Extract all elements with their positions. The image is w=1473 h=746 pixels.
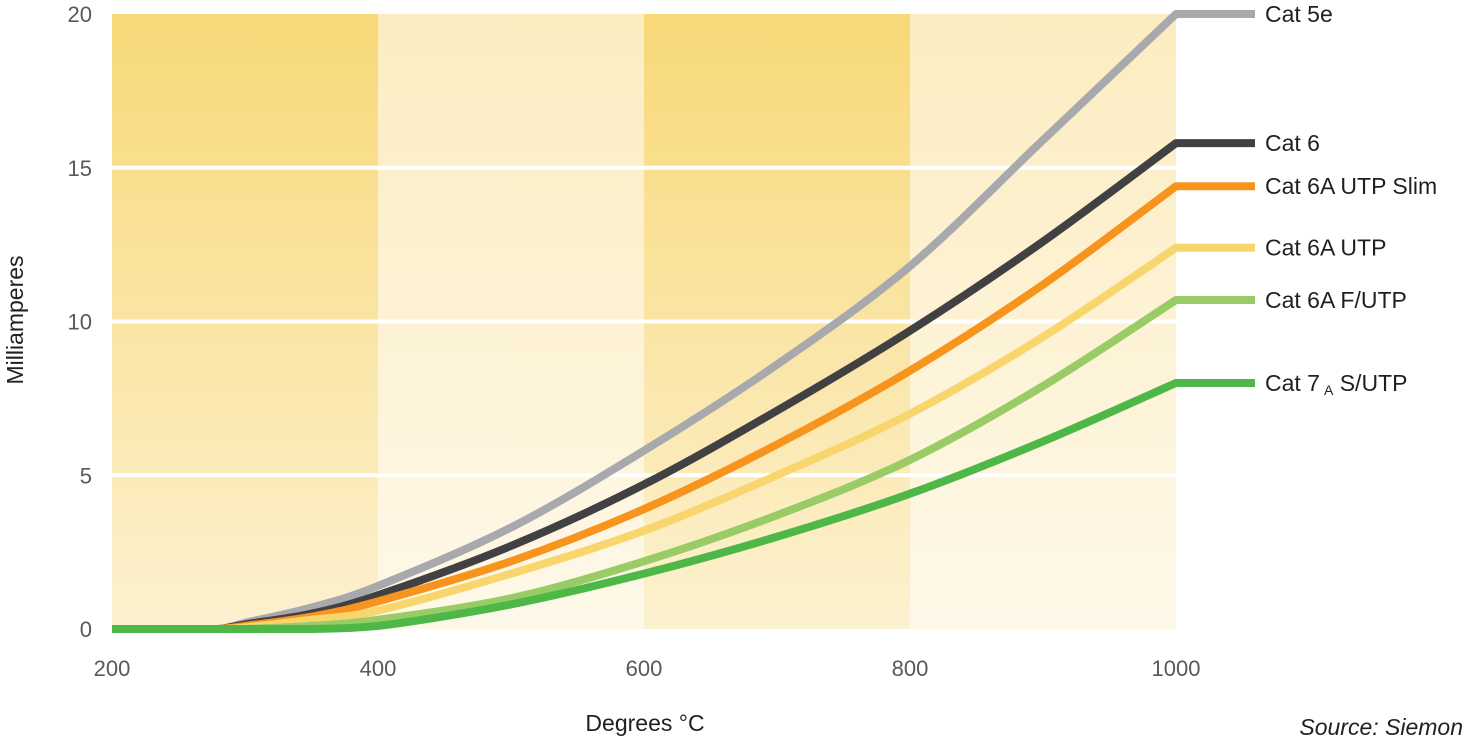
y-axis-ticks: 0 5 10 15 20: [68, 2, 92, 642]
y-tick-label: 0: [80, 617, 92, 642]
x-tick-label: 1000: [1152, 656, 1201, 681]
y-tick-label: 5: [80, 463, 92, 488]
source-note: Source: Siemon: [1299, 714, 1463, 740]
x-tick-label: 600: [626, 656, 663, 681]
x-axis-ticks: 200 400 600 800 1000: [94, 656, 1201, 681]
y-tick-label: 15: [68, 156, 92, 181]
legend-label: Cat 5e: [1265, 1, 1333, 27]
series-lines: [112, 10, 1255, 634]
legend-label: Cat 6A UTP Slim: [1265, 173, 1437, 199]
legend-label: Cat 6: [1265, 130, 1320, 156]
series-line: [112, 379, 1255, 634]
x-tick-label: 400: [360, 656, 397, 681]
y-tick-label: 10: [68, 310, 92, 335]
y-tick-label: 20: [68, 2, 92, 27]
legend: Cat 5e Cat 6 Cat 6A UTP Slim Cat 6A UTP Cat …: [1265, 1, 1437, 398]
x-tick-label: 800: [892, 656, 929, 681]
x-tick-label: 200: [94, 656, 131, 681]
legend-label: Cat 6A UTP: [1265, 235, 1386, 261]
y-axis-title: Milliamperes: [2, 255, 28, 384]
x-axis-title: Degrees °C: [585, 710, 704, 736]
gridlines: [112, 165, 1176, 478]
legend-label: Cat 6A F/UTP: [1265, 287, 1407, 313]
